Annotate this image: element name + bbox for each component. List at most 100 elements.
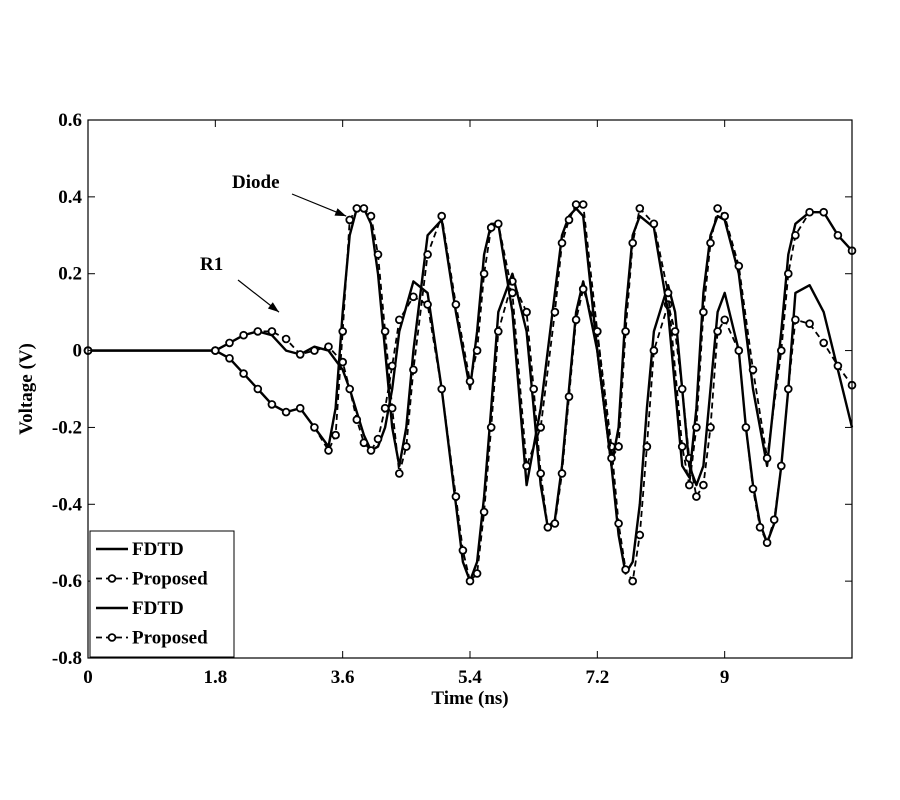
data-point <box>359 438 369 448</box>
legend-label: FDTD <box>132 598 184 619</box>
annotation-arrow-head <box>267 302 279 313</box>
data-point <box>295 403 305 413</box>
data-point <box>529 384 538 394</box>
data-point <box>211 346 220 355</box>
annotation-arrow-head <box>334 208 347 217</box>
data-point <box>557 469 567 478</box>
data-point <box>734 346 744 355</box>
data-point <box>783 269 793 279</box>
data-point <box>776 461 786 471</box>
data-point <box>451 492 461 501</box>
legend-entry: FDTD <box>96 539 184 560</box>
data-point <box>437 211 447 221</box>
data-point <box>833 231 843 240</box>
data-point <box>741 423 751 432</box>
y-tick-label: -0.4 <box>52 494 83 515</box>
data-point <box>324 446 333 455</box>
data-point <box>791 231 800 240</box>
data-point <box>522 307 531 317</box>
data-point <box>423 250 432 259</box>
data-point <box>472 346 482 355</box>
data-point <box>557 238 567 248</box>
series-4-proposed <box>83 200 857 490</box>
x-tick-label: 5.4 <box>458 667 482 688</box>
data-point <box>479 269 489 279</box>
data-point <box>345 215 355 225</box>
data-point <box>295 350 305 359</box>
data-point <box>380 327 390 336</box>
data-point <box>607 453 616 463</box>
data-point <box>366 211 376 221</box>
data-point <box>748 484 758 494</box>
x-axis-label: Time (ns) <box>431 688 508 709</box>
data-point <box>762 538 772 547</box>
data-point <box>543 522 553 532</box>
data-point <box>239 369 248 378</box>
data-point <box>713 204 722 213</box>
data-point <box>225 338 234 348</box>
y-axis-label: Voltage (V) <box>16 343 37 435</box>
data-point <box>578 284 588 294</box>
data-point <box>564 392 574 402</box>
data-point <box>783 384 793 394</box>
series-layer <box>83 200 857 586</box>
data-point <box>819 207 828 217</box>
data-point <box>536 469 545 478</box>
data-point <box>621 327 630 336</box>
legend-entry: Proposed <box>96 628 208 649</box>
data-point <box>621 565 630 574</box>
data-point <box>331 430 340 440</box>
data-point <box>592 327 602 336</box>
legend-label: FDTD <box>132 539 184 560</box>
data-point <box>550 519 560 528</box>
y-tick-label: -0.2 <box>52 417 82 438</box>
data-point <box>571 315 581 325</box>
x-tick-label: 0 <box>83 667 93 688</box>
data-point <box>635 530 645 540</box>
data-point <box>564 215 574 225</box>
data-point <box>401 442 411 451</box>
data-point <box>437 384 447 394</box>
data-point <box>352 204 362 213</box>
y-tick-label: -0.6 <box>52 571 82 592</box>
data-point <box>373 250 383 259</box>
data-point <box>748 365 758 375</box>
data-point <box>706 238 715 248</box>
data-point <box>649 346 659 355</box>
annotations: Diode R1 <box>200 172 347 313</box>
data-point <box>281 407 291 417</box>
data-point <box>267 327 277 336</box>
data-point <box>493 327 503 336</box>
data-point <box>677 442 687 451</box>
data-point <box>486 223 496 232</box>
data-point <box>253 327 263 336</box>
data-point <box>465 376 475 386</box>
y-tick-label: 0.6 <box>58 110 82 131</box>
data-point <box>706 423 715 432</box>
data-point <box>649 219 659 229</box>
data-point <box>776 346 786 355</box>
data-point <box>628 576 637 586</box>
data-point <box>310 346 319 355</box>
ticks-layer: 0 1.8 3.6 5.4 7.2 9 -0.8 -0.6 -0.4 -0.2 0 0.2 0.4 0.6 <box>52 110 852 688</box>
data-point <box>550 307 560 317</box>
data-point <box>352 415 362 425</box>
data-point <box>324 342 333 352</box>
data-point <box>486 423 496 432</box>
legend-marker <box>107 633 117 642</box>
data-point <box>522 461 531 471</box>
data-point <box>451 300 461 309</box>
data-point <box>833 361 843 371</box>
data-point <box>635 204 645 213</box>
data-point <box>253 384 263 394</box>
y-tick-label: -0.8 <box>52 648 82 669</box>
data-point <box>366 446 376 455</box>
data-point <box>805 319 814 329</box>
annotation-r1: R1 <box>200 254 223 275</box>
data-point <box>791 315 800 325</box>
data-point <box>692 492 701 501</box>
data-point <box>409 365 418 375</box>
data-point <box>409 292 418 302</box>
